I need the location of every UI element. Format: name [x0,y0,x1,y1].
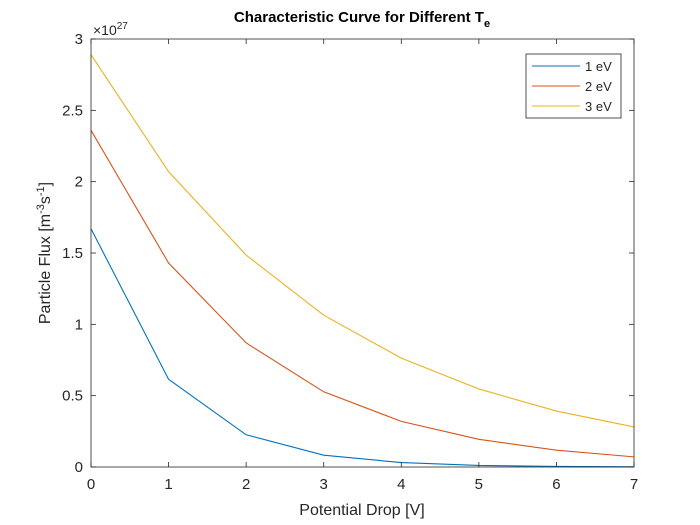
y-tick-label: 0.5 [62,388,83,405]
y-tick-label: 1 [75,316,83,333]
x-axis-label: Potential Drop [V] [299,502,424,519]
y-exponent-power: 27 [117,21,129,32]
x-tick-label: 7 [630,476,638,493]
legend-label: 2 eV [585,79,612,94]
y-exponent: ×1027 [93,21,128,38]
x-tick-label: 6 [552,476,560,493]
series-line [90,130,635,458]
x-tick-label: 5 [475,476,483,493]
y-tick-label: 3 [75,31,83,48]
x-tick-label: 0 [87,476,95,493]
legend-label: 3 eV [585,99,612,114]
y-label-end: ] [37,182,54,186]
x-tick-label: 1 [164,476,172,493]
y-tick-label: 1.5 [62,245,83,262]
y-label-mid: s [37,196,54,204]
y-axis-label: Particle Flux [m-3s-1] [35,182,54,324]
y-label-sup1: -3 [35,204,47,214]
legend: 1 eV 2 eV 3 eV [525,53,622,119]
y-tick-label: 2 [75,174,83,191]
y-tick-label: 0 [75,459,83,476]
series-line [90,54,635,428]
chart-title: Characteristic Curve for Different Te [234,9,490,30]
y-axis-ticks: 0 0.5 1 1.5 2 2.5 3 [62,31,634,476]
x-tick-label: 3 [320,476,328,493]
series-lines [90,54,635,468]
series-line [90,228,635,468]
legend-label: 1 eV [585,59,612,74]
chart-title-subscript: e [484,18,490,30]
x-axis-ticks: 0 1 2 3 4 5 6 7 [87,39,638,493]
x-tick-label: 4 [397,476,405,493]
y-label-part1: Particle Flux [m [37,214,54,324]
y-exponent-base: ×10 [93,22,117,38]
y-label-sup2: -1 [35,186,47,196]
y-tick-label: 2.5 [62,102,83,119]
x-tick-label: 2 [242,476,250,493]
chart-title-main: Characteristic Curve for Different T [234,9,484,26]
